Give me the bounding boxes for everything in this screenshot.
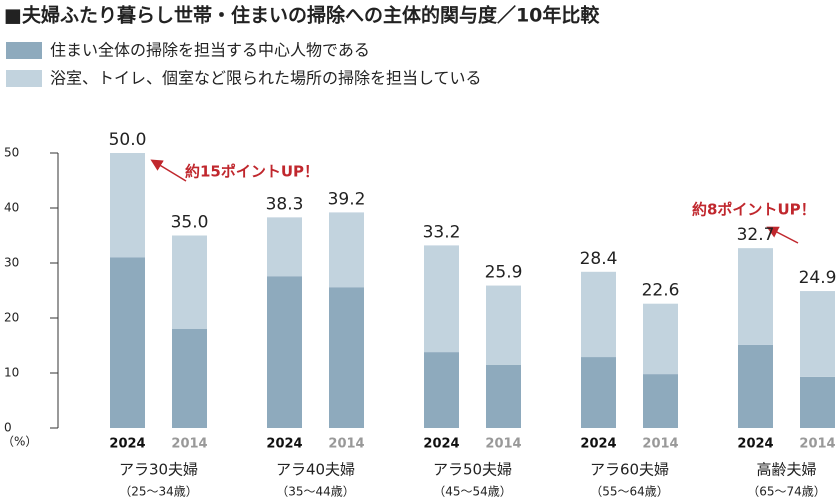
bar-segment [424,245,459,353]
bar-segment [738,248,773,345]
total-label: 25.9 [485,263,523,283]
bar-segment [329,287,364,428]
bar-segment [329,212,364,288]
total-label: 33.2 [423,222,461,242]
bar-segment [800,376,835,428]
group-range: （35～44歳） [276,485,355,499]
annotation: 約8ポイントUP！ [692,201,816,219]
chart-title: ■夫婦ふたり暮らし世帯・住まいの掃除への主体的関与度／10年比較 [4,4,600,27]
bar-segment [581,357,616,428]
group-label: 高齢夫婦 [756,461,816,479]
year-label: 2014 [485,437,521,452]
y-tick-label: 20 [4,311,19,325]
total-label: 28.4 [580,249,618,269]
group-label: アラ40夫婦 [276,461,355,479]
bar-segment [800,291,835,377]
group-label: アラ50夫婦 [433,461,512,479]
y-unit: （%） [2,435,37,449]
total-label: 24.9 [799,268,837,288]
group-range: （55～64歳） [590,485,669,499]
year-label: 2024 [423,437,459,452]
total-label: 38.3 [266,194,304,214]
legend-swatch [6,42,42,59]
bar-segment [643,374,678,428]
year-label: 2024 [737,437,773,452]
year-label: 2014 [328,437,364,452]
year-label: 2014 [642,437,678,452]
year-label: 2024 [266,437,302,452]
year-label: 2014 [171,437,207,452]
year-label: 2014 [799,437,835,452]
y-tick-label: 30 [4,256,19,270]
bar-segment [581,271,616,358]
total-label: 39.2 [328,189,366,209]
legend-label: 住まい全体の掃除を担当する中心人物である [50,41,370,60]
annotation-arrow [766,226,799,244]
year-label: 2024 [109,437,145,452]
group-label: アラ30夫婦 [119,461,198,479]
bar-segment [110,153,145,258]
bar-segment [267,276,302,428]
group-label: アラ60夫婦 [590,461,669,479]
bar-segment [110,257,145,428]
group-range: （45～54歳） [433,485,512,499]
bar-segment [738,344,773,428]
bar-segment [424,352,459,428]
bar-segment [486,364,521,428]
bar-segment [267,217,302,277]
y-tick-label: 50 [4,146,19,160]
bar-segment [643,303,678,375]
year-label: 2024 [580,437,616,452]
total-label: 32.7 [737,225,775,245]
y-tick-label: 40 [4,201,19,215]
bar-segment [486,285,521,365]
group-range: （25～34歳） [119,485,198,499]
bar-segment [172,235,207,329]
legend-label: 浴室、トイレ、個室など限られた場所の掃除を担当している [50,69,482,88]
total-label: 50.0 [109,130,147,150]
total-label: 22.6 [642,281,680,301]
legend-swatch [6,70,42,87]
y-tick-label: 10 [4,366,19,380]
y-tick-label: 0 [4,421,12,435]
group-range: （65～74歳） [747,485,826,499]
annotation-arrow [150,159,187,182]
total-label: 35.0 [171,213,209,233]
annotation: 約15ポイントUP！ [185,163,319,181]
bar-segment [172,329,207,428]
